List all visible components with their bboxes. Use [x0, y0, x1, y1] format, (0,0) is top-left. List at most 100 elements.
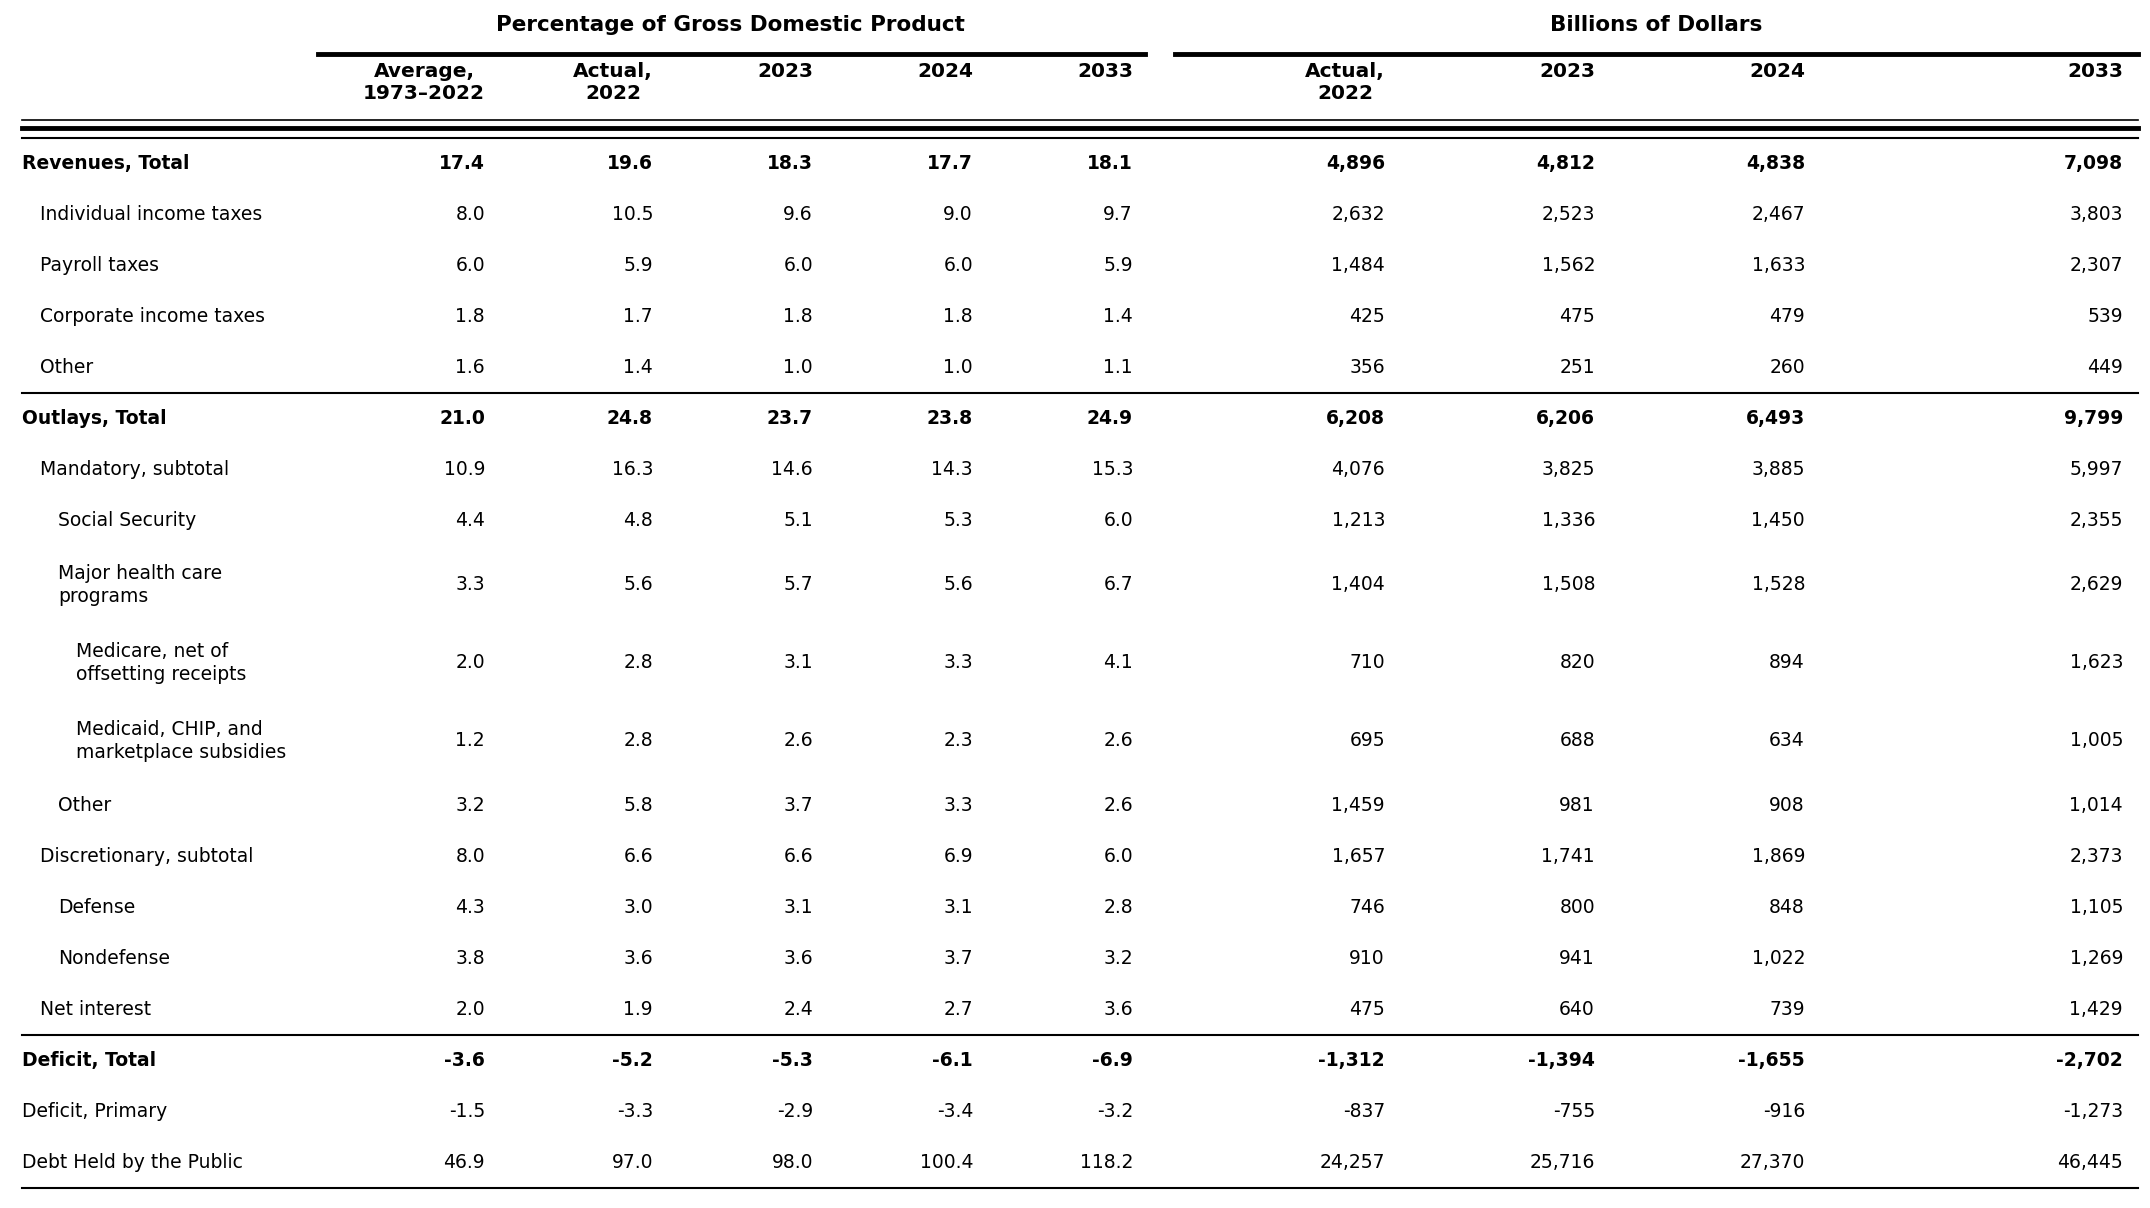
Text: 2.7: 2.7	[944, 1000, 974, 1020]
Text: 27,370: 27,370	[1739, 1152, 1806, 1172]
Text: 3.3: 3.3	[944, 796, 974, 815]
Text: 2,355: 2,355	[2070, 511, 2122, 530]
Text: 941: 941	[1559, 949, 1595, 968]
Text: 19.6: 19.6	[606, 153, 654, 173]
Text: Deficit, Total: Deficit, Total	[22, 1051, 157, 1070]
Text: 910: 910	[1350, 949, 1385, 968]
Text: 9.7: 9.7	[1103, 205, 1133, 223]
Text: 9,799: 9,799	[2064, 410, 2122, 428]
Text: 10.5: 10.5	[611, 205, 654, 223]
Text: Major health care
programs: Major health care programs	[58, 564, 221, 606]
Text: 3.1: 3.1	[783, 654, 813, 673]
Text: Medicare, net of
offsetting receipts: Medicare, net of offsetting receipts	[75, 641, 247, 684]
Text: 4.8: 4.8	[624, 511, 654, 530]
Text: 1,404: 1,404	[1331, 575, 1385, 594]
Text: 539: 539	[2088, 307, 2122, 326]
Text: 4,896: 4,896	[1327, 153, 1385, 173]
Text: 14.3: 14.3	[931, 460, 974, 480]
Text: 2.4: 2.4	[783, 1000, 813, 1020]
Text: 3.3: 3.3	[944, 654, 974, 673]
Text: 8.0: 8.0	[456, 847, 486, 866]
Text: 4,076: 4,076	[1331, 460, 1385, 480]
Text: 5.8: 5.8	[624, 796, 654, 815]
Text: -3.3: -3.3	[617, 1102, 654, 1121]
Text: 18.3: 18.3	[768, 153, 813, 173]
Text: -1,312: -1,312	[1318, 1051, 1385, 1070]
Text: Individual income taxes: Individual income taxes	[41, 205, 262, 223]
Text: 2,467: 2,467	[1752, 205, 1806, 223]
Text: 2,307: 2,307	[2070, 256, 2122, 275]
Text: Percentage of Gross Domestic Product: Percentage of Gross Domestic Product	[494, 14, 965, 35]
Text: 4.3: 4.3	[456, 898, 486, 917]
Text: 23.7: 23.7	[768, 410, 813, 428]
Text: 2.0: 2.0	[456, 654, 486, 673]
Text: 2024: 2024	[918, 62, 974, 81]
Text: 5.7: 5.7	[783, 575, 813, 594]
Text: 6,493: 6,493	[1746, 410, 1806, 428]
Text: 1,336: 1,336	[1542, 511, 1595, 530]
Text: 2.8: 2.8	[624, 732, 654, 750]
Text: 6.0: 6.0	[783, 256, 813, 275]
Text: 24,257: 24,257	[1320, 1152, 1385, 1172]
Text: 449: 449	[2088, 358, 2122, 377]
Text: Mandatory, subtotal: Mandatory, subtotal	[41, 460, 230, 480]
Text: 1,633: 1,633	[1752, 256, 1806, 275]
Text: 7,098: 7,098	[2064, 153, 2122, 173]
Text: 17.4: 17.4	[439, 153, 486, 173]
Text: Other: Other	[58, 796, 112, 815]
Text: Discretionary, subtotal: Discretionary, subtotal	[41, 847, 254, 866]
Text: 15.3: 15.3	[1092, 460, 1133, 480]
Text: 10.9: 10.9	[443, 460, 486, 480]
Text: 2.8: 2.8	[624, 654, 654, 673]
Text: Average,
1973–2022: Average, 1973–2022	[363, 62, 486, 103]
Text: 1.1: 1.1	[1103, 358, 1133, 377]
Text: 2033: 2033	[1077, 62, 1133, 81]
Text: -6.1: -6.1	[933, 1051, 974, 1070]
Text: 2.3: 2.3	[944, 732, 974, 750]
Text: 17.7: 17.7	[927, 153, 974, 173]
Text: 1,269: 1,269	[2070, 949, 2122, 968]
Text: 3.3: 3.3	[456, 575, 486, 594]
Text: 14.6: 14.6	[772, 460, 813, 480]
Text: 24.9: 24.9	[1088, 410, 1133, 428]
Text: 1.9: 1.9	[624, 1000, 654, 1020]
Text: Actual,
2022: Actual, 2022	[574, 62, 654, 103]
Text: 1,869: 1,869	[1752, 847, 1806, 866]
Text: Outlays, Total: Outlays, Total	[22, 410, 168, 428]
Text: 710: 710	[1350, 654, 1385, 673]
Text: 9.0: 9.0	[944, 205, 974, 223]
Text: 4,812: 4,812	[1535, 153, 1595, 173]
Text: 2,523: 2,523	[1542, 205, 1595, 223]
Text: Medicaid, CHIP, and
marketplace subsidies: Medicaid, CHIP, and marketplace subsidie…	[75, 720, 286, 762]
Text: 24.8: 24.8	[606, 410, 654, 428]
Text: 3.8: 3.8	[456, 949, 486, 968]
Text: 5.6: 5.6	[624, 575, 654, 594]
Text: 2023: 2023	[757, 62, 813, 81]
Text: -5.3: -5.3	[772, 1051, 813, 1070]
Text: 1.8: 1.8	[944, 307, 974, 326]
Text: 1,005: 1,005	[2070, 732, 2122, 750]
Text: 9.6: 9.6	[783, 205, 813, 223]
Text: 6.9: 6.9	[944, 847, 974, 866]
Text: 2023: 2023	[1539, 62, 1595, 81]
Text: Revenues, Total: Revenues, Total	[22, 153, 189, 173]
Text: -1,655: -1,655	[1739, 1051, 1806, 1070]
Text: Other: Other	[41, 358, 92, 377]
Text: 46,445: 46,445	[2058, 1152, 2122, 1172]
Text: 97.0: 97.0	[611, 1152, 654, 1172]
Text: -5.2: -5.2	[613, 1051, 654, 1070]
Text: 356: 356	[1350, 358, 1385, 377]
Text: 739: 739	[1769, 1000, 1806, 1020]
Text: 1,484: 1,484	[1331, 256, 1385, 275]
Text: 894: 894	[1769, 654, 1806, 673]
Text: 981: 981	[1559, 796, 1595, 815]
Text: 475: 475	[1559, 307, 1595, 326]
Text: -2.9: -2.9	[776, 1102, 813, 1121]
Text: 1.0: 1.0	[944, 358, 974, 377]
Text: Corporate income taxes: Corporate income taxes	[41, 307, 264, 326]
Text: 6.7: 6.7	[1103, 575, 1133, 594]
Text: 1,022: 1,022	[1752, 949, 1806, 968]
Text: -1,394: -1,394	[1529, 1051, 1595, 1070]
Text: 1,459: 1,459	[1331, 796, 1385, 815]
Text: -3.6: -3.6	[445, 1051, 486, 1070]
